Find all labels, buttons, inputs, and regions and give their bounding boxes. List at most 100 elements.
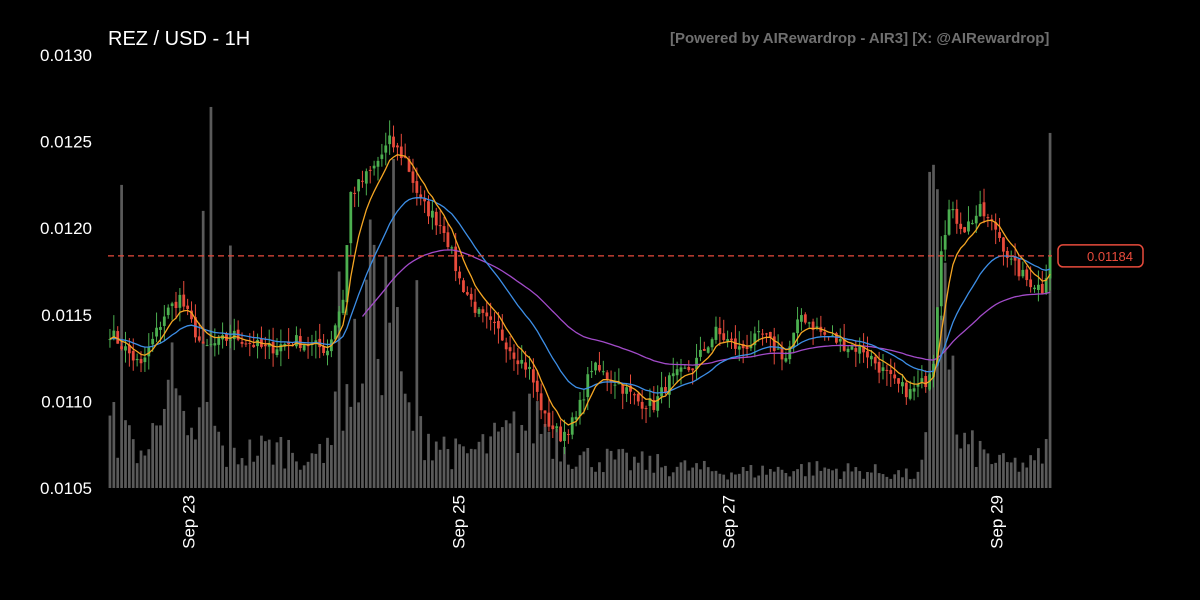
volume-bar (139, 450, 143, 488)
volume-bar (174, 388, 178, 488)
volume-bar (244, 465, 248, 488)
candle-body (446, 232, 450, 248)
volume-bar (908, 479, 912, 488)
candle-body (815, 326, 819, 328)
candle-body (586, 374, 590, 398)
candle-body (302, 344, 306, 351)
volume-bar (714, 470, 718, 488)
volume-bar (629, 470, 632, 488)
candle-body (151, 338, 155, 345)
volume-bar (1009, 462, 1013, 488)
volume-bar (357, 402, 360, 488)
volume-bar (869, 472, 873, 488)
volume-bar (691, 467, 695, 488)
candle-body (155, 327, 158, 337)
volume-bar (699, 469, 702, 488)
candle-body (582, 399, 586, 401)
candle-body (792, 332, 796, 348)
candle-body (504, 342, 508, 350)
candle-body (190, 310, 193, 320)
volume-bar (679, 462, 683, 488)
candle-body (714, 326, 718, 340)
volume-bar (384, 256, 388, 488)
candle-body (497, 320, 500, 329)
candle-body (508, 347, 512, 352)
candle-body (574, 416, 578, 420)
volume-bar (706, 467, 710, 488)
candle-body (943, 234, 947, 250)
candle-body (881, 367, 885, 372)
candle-body (699, 349, 702, 357)
candle-body (866, 351, 869, 358)
candle-body (419, 194, 423, 199)
volume-bar (291, 452, 294, 488)
candle-body (516, 360, 520, 365)
candle-body (842, 338, 846, 351)
current-price-label: 0.01184 (1087, 249, 1133, 264)
volume-bar (155, 425, 158, 488)
volume-bar (236, 464, 240, 488)
volume-bar (683, 460, 687, 488)
volume-bar (566, 464, 570, 488)
candle-body (1009, 258, 1013, 260)
volume-bar (687, 470, 691, 488)
volume-bar (497, 431, 500, 488)
volume-bar (671, 472, 675, 488)
volume-bar (904, 468, 908, 488)
candle-body (139, 358, 143, 364)
y-tick-label: 0.0125 (40, 133, 92, 152)
volume-bar (263, 441, 267, 488)
candle-body (357, 179, 360, 192)
candle-body (1037, 284, 1040, 290)
volume-bar (881, 474, 885, 488)
volume-bar (186, 435, 189, 488)
volume-bar (442, 436, 446, 488)
candle-body (726, 339, 730, 342)
volume-bar (481, 434, 485, 488)
candle-body (361, 180, 364, 182)
candle-body (547, 412, 551, 427)
volume-bar (831, 470, 834, 488)
candle-body (1005, 250, 1009, 258)
volume-bar (889, 478, 893, 488)
candle-body (477, 308, 481, 314)
volume-bar (205, 401, 209, 488)
candle-body (337, 311, 341, 328)
volume-bar (819, 470, 823, 488)
volume-bar (349, 406, 353, 488)
candle-body (1025, 269, 1029, 281)
volume-bar (318, 443, 322, 488)
volume-bar (458, 444, 461, 488)
volume-bar (1037, 448, 1040, 488)
volume-bar (392, 158, 395, 489)
volume-bar (310, 453, 314, 488)
candle-body (978, 204, 982, 217)
volume-bar (306, 461, 310, 488)
candle-body (846, 348, 850, 353)
volume-bar (423, 460, 426, 488)
candle-body (469, 293, 473, 300)
volume-bar (850, 471, 854, 488)
volume-bar (159, 425, 162, 488)
volume-bar (971, 430, 974, 488)
candle-body (924, 376, 928, 388)
candle-body (730, 338, 733, 341)
candle-body (807, 322, 811, 324)
volume-bar (594, 471, 597, 488)
volume-bar (633, 456, 636, 488)
volume-bar (267, 439, 271, 488)
volume-bar (419, 416, 423, 488)
candle-body (970, 223, 974, 225)
volume-bar (967, 444, 970, 488)
candle-body (124, 346, 127, 351)
candle-body (217, 336, 221, 345)
volume-bar (524, 430, 527, 488)
candle-body (186, 305, 190, 309)
volume-bar (465, 453, 469, 488)
volume-bar (912, 478, 916, 488)
candle-body (617, 383, 621, 385)
candle-body (710, 339, 714, 348)
volume-bar (361, 383, 364, 488)
candle-body (322, 346, 326, 353)
volume-bar (959, 448, 963, 488)
